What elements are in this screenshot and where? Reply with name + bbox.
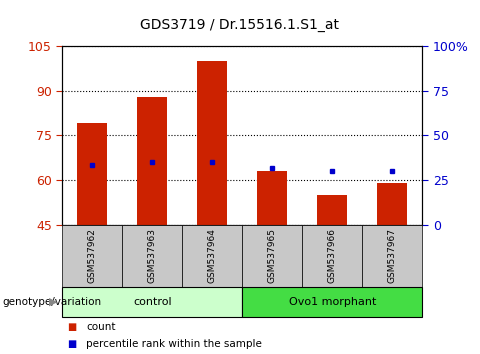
Bar bbox=[377, 183, 408, 225]
Bar bbox=[317, 195, 348, 225]
Text: count: count bbox=[86, 322, 116, 332]
Bar bbox=[77, 124, 108, 225]
Text: ▶: ▶ bbox=[49, 297, 58, 307]
Text: ■: ■ bbox=[67, 322, 76, 332]
Text: GSM537964: GSM537964 bbox=[208, 228, 217, 283]
Text: GDS3719 / Dr.15516.1.S1_at: GDS3719 / Dr.15516.1.S1_at bbox=[141, 18, 339, 32]
Bar bbox=[197, 61, 228, 225]
Text: GSM537966: GSM537966 bbox=[328, 228, 337, 283]
Text: genotype/variation: genotype/variation bbox=[2, 297, 102, 307]
Text: GSM537963: GSM537963 bbox=[148, 228, 157, 283]
Bar bbox=[137, 97, 168, 225]
Text: GSM537965: GSM537965 bbox=[268, 228, 277, 283]
Text: percentile rank within the sample: percentile rank within the sample bbox=[86, 338, 262, 349]
Text: Ovo1 morphant: Ovo1 morphant bbox=[288, 297, 376, 307]
Text: control: control bbox=[133, 297, 172, 307]
Bar bbox=[257, 171, 288, 225]
Text: ■: ■ bbox=[67, 338, 76, 349]
Text: GSM537967: GSM537967 bbox=[388, 228, 397, 283]
Text: GSM537962: GSM537962 bbox=[88, 228, 97, 283]
